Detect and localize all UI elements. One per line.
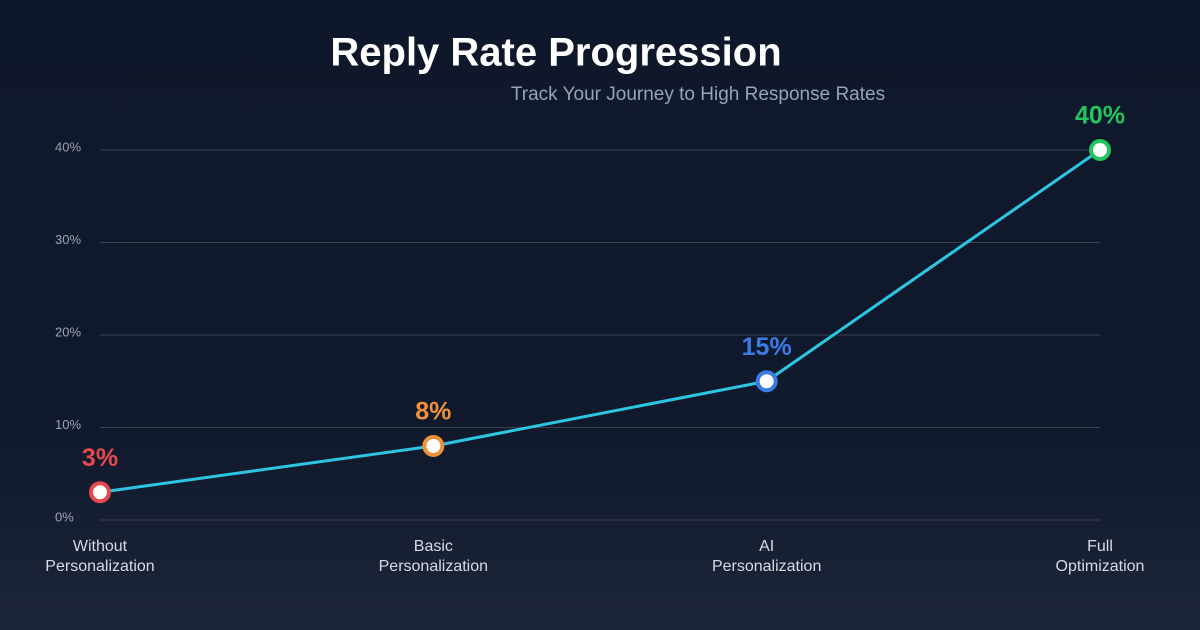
data-point — [1089, 139, 1111, 161]
value-label: 8% — [415, 398, 451, 426]
x-tick-label: Personalization — [379, 558, 488, 575]
value-label: 40% — [1075, 102, 1125, 130]
y-tick-label: 30% — [55, 232, 81, 247]
x-tick-label: Personalization — [712, 558, 821, 575]
data-point — [422, 435, 445, 457]
data-point — [89, 481, 111, 504]
y-tick-label: 20% — [55, 324, 81, 339]
x-tick-label: Without — [73, 538, 128, 555]
y-tick-label: 0% — [55, 509, 74, 524]
data-point — [755, 370, 778, 393]
series-line — [99, 148, 1101, 494]
y-tick-label: 10% — [55, 417, 81, 432]
value-label: 3% — [82, 444, 118, 472]
x-tick-label: Full — [1087, 538, 1113, 555]
x-tick-label: Optimization — [1056, 558, 1145, 575]
y-tick-label: 40% — [55, 139, 81, 154]
chart-subtitle: Track Your Journey to High Response Rate… — [511, 84, 885, 105]
x-tick-label: Basic — [414, 538, 453, 555]
x-tick-label: Personalization — [45, 558, 154, 575]
x-tick-label: AI — [759, 538, 774, 555]
chart-title: Reply Rate Progression — [330, 31, 781, 75]
value-label: 15% — [742, 333, 792, 361]
